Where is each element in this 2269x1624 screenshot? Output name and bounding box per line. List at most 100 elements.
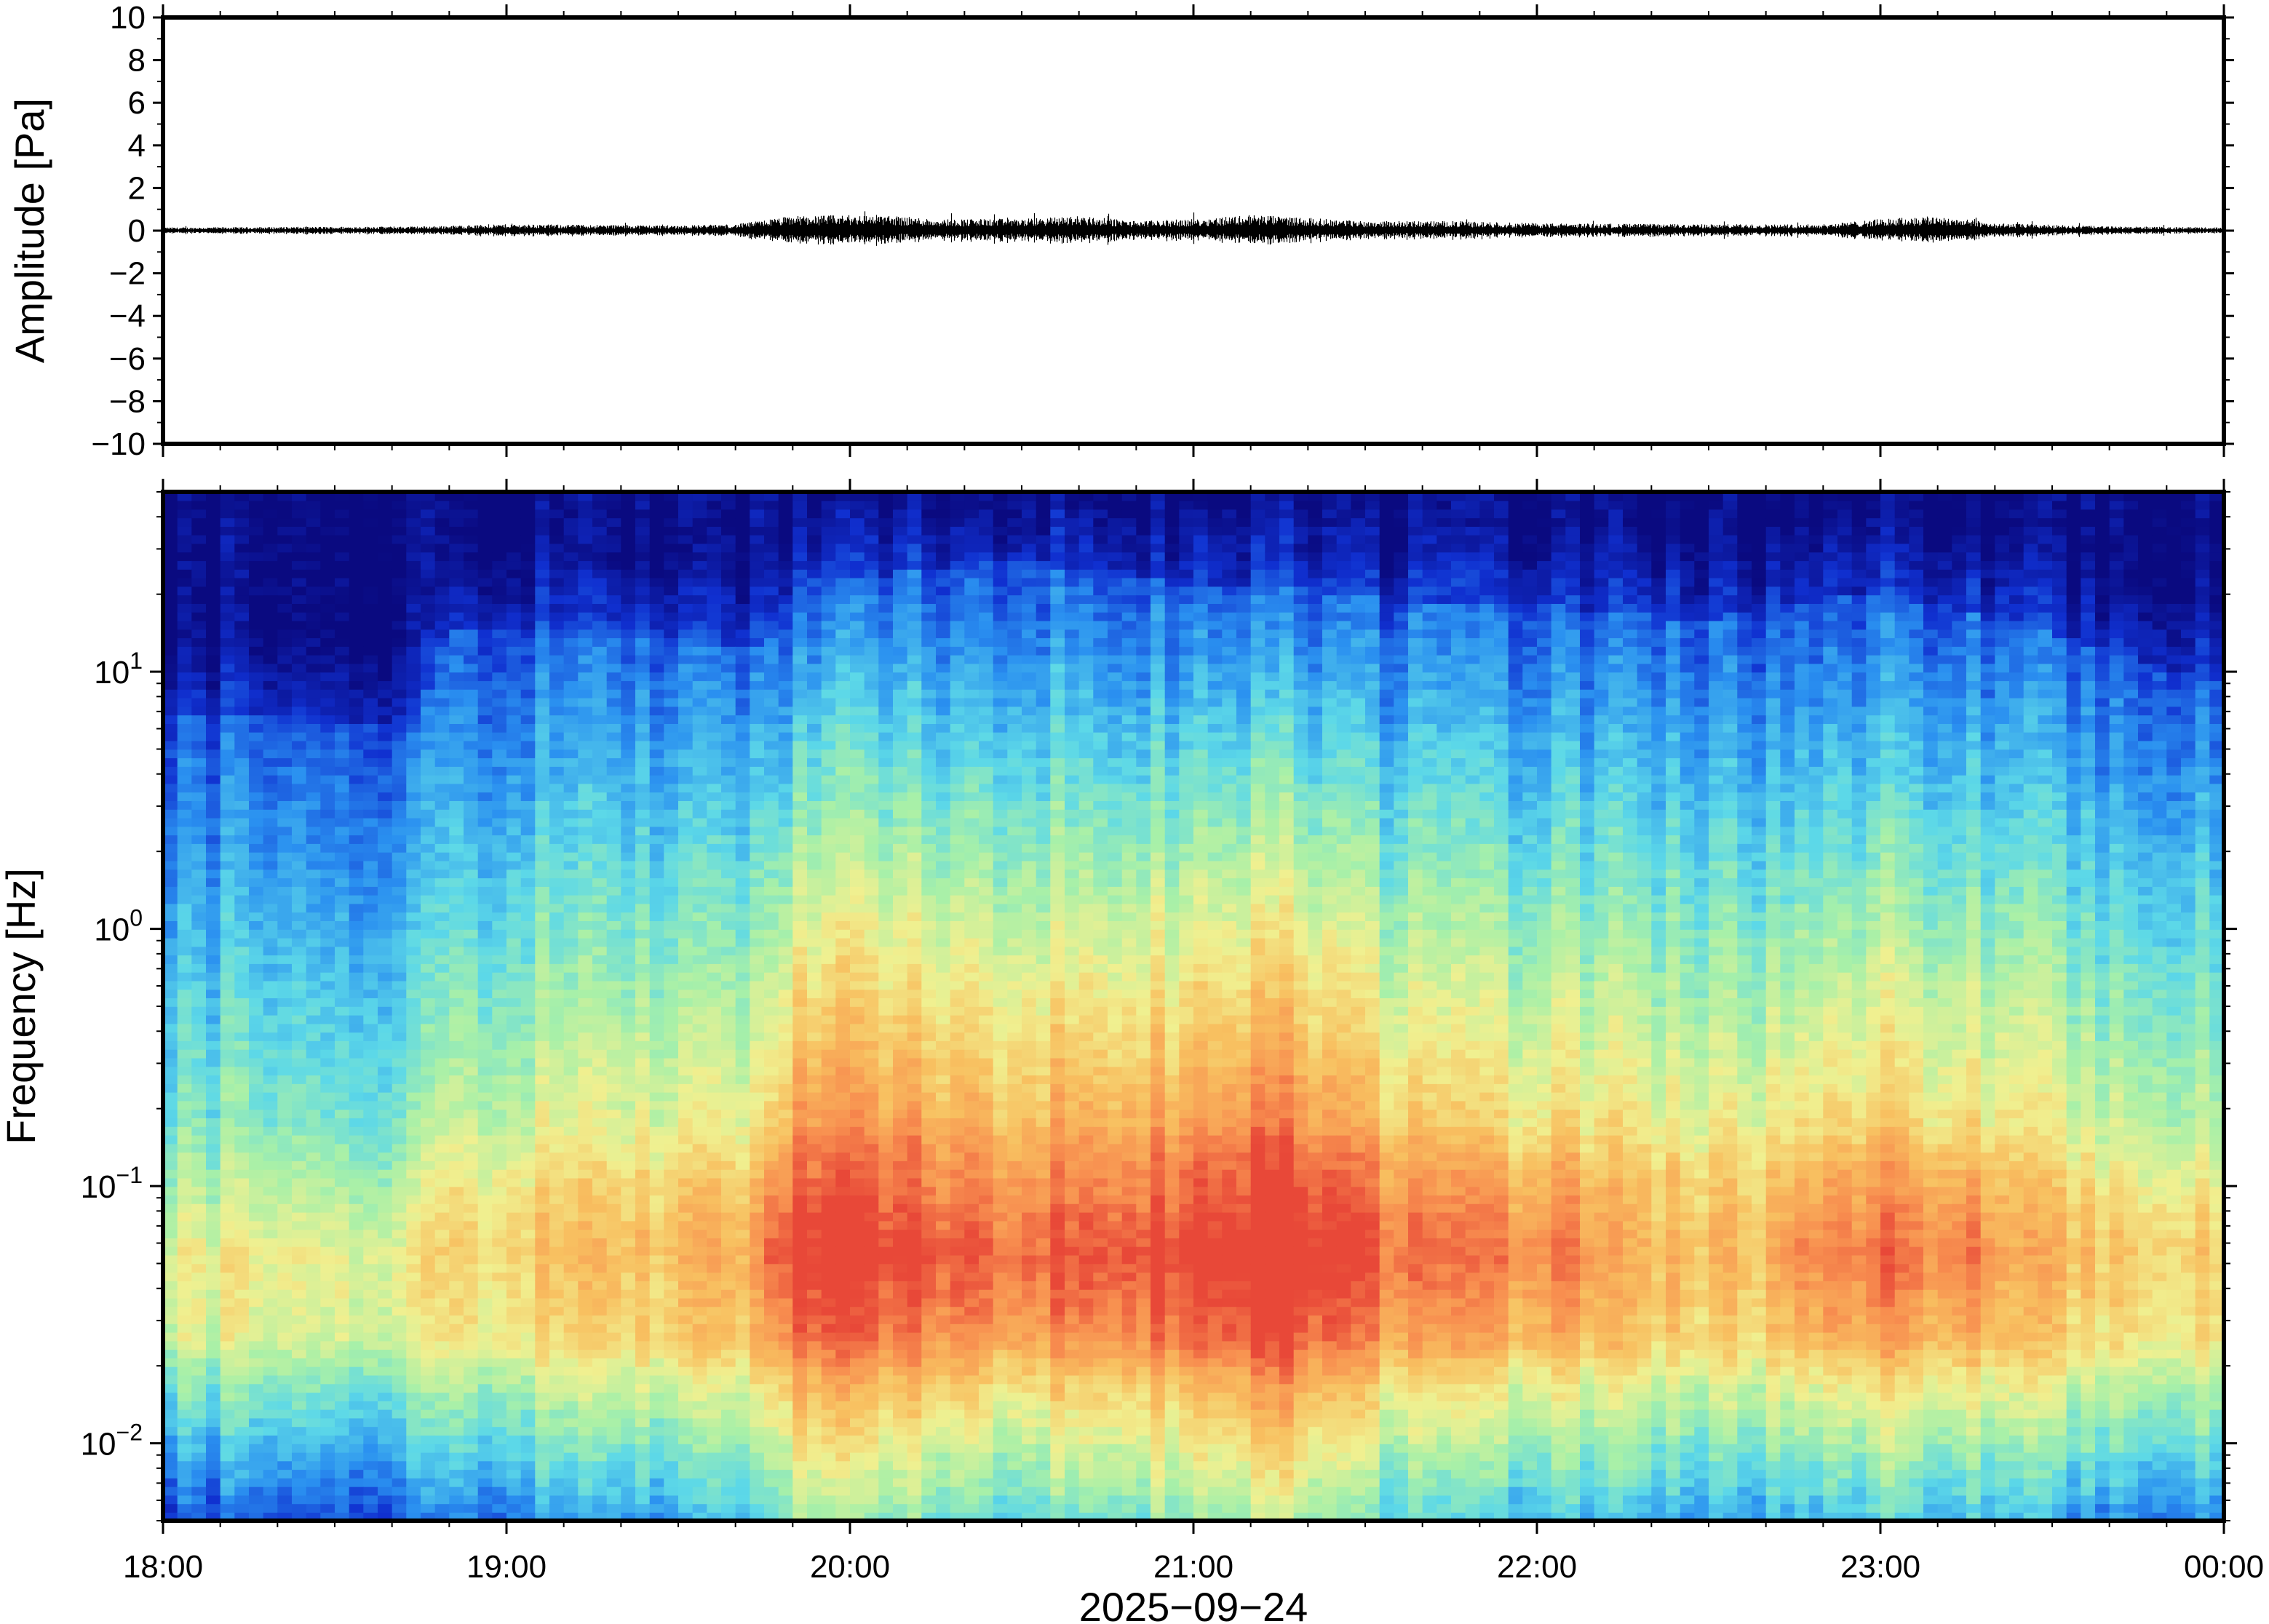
spectrogram-cell <box>320 500 335 510</box>
spectrogram-cell <box>320 1374 335 1385</box>
spectrogram-cell <box>191 989 207 998</box>
spectrogram-cell <box>249 980 264 990</box>
spectrogram-cell <box>477 723 493 733</box>
spectrogram-cell <box>678 1083 694 1093</box>
spectrogram-cell <box>635 1503 651 1513</box>
spectrogram-cell <box>520 1478 536 1487</box>
spectrogram-cell <box>177 835 193 844</box>
spectrogram-cell <box>707 929 722 939</box>
spectrogram-cell <box>434 1340 450 1350</box>
spectrogram-cell <box>621 1203 636 1213</box>
spectrogram-cell <box>477 843 493 853</box>
spectrogram-cell <box>320 1444 335 1453</box>
spectrogram-cell <box>320 1272 335 1281</box>
spectrogram-cell <box>277 1109 293 1118</box>
spectrogram-cell <box>392 980 408 990</box>
spectrogram-cell <box>492 1366 507 1376</box>
spectrogram-cell <box>320 1417 335 1428</box>
spectrogram-cell <box>492 757 507 767</box>
spectrogram-cell <box>220 577 236 587</box>
spectrogram-cell <box>735 1161 751 1170</box>
spectrogram-cell <box>477 492 493 501</box>
spectrogram-cell <box>220 757 236 767</box>
spectrogram-cell <box>392 1100 408 1110</box>
spectrogram-cell <box>206 663 221 673</box>
spectrogram-cell <box>306 912 322 921</box>
spectrogram-cell <box>177 1211 193 1222</box>
spectrogram-cell <box>449 594 464 604</box>
spectrogram-cell <box>606 877 622 887</box>
spectrogram-cell <box>191 826 207 836</box>
spectrogram-cell <box>163 1134 178 1145</box>
spectrogram-cell <box>378 809 393 819</box>
spectrogram-cell <box>163 1289 178 1299</box>
spectrogram-cell <box>692 809 708 819</box>
spectrogram-cell <box>678 552 694 562</box>
spectrogram-cell <box>206 877 221 887</box>
spectrogram-cell <box>191 1272 207 1281</box>
spectrogram-cell <box>520 577 536 587</box>
spectrogram-cell <box>621 509 636 519</box>
spectrogram-cell <box>363 851 378 861</box>
spectrogram-cell <box>234 792 250 801</box>
spectrogram-cell <box>349 894 365 904</box>
spectrogram-cell <box>163 1272 178 1281</box>
spectrogram-cell <box>692 1048 708 1059</box>
spectrogram-cell <box>506 757 522 767</box>
spectrogram-cell <box>206 629 221 639</box>
spectrogram-cell <box>492 1289 507 1299</box>
spectrogram-cell <box>664 1460 679 1470</box>
spectrogram-cell <box>263 1358 279 1367</box>
spectrogram-cell <box>220 1220 236 1230</box>
spectrogram-cell <box>535 517 550 527</box>
spectrogram-cell <box>335 1177 350 1187</box>
spectrogram-cell <box>477 1417 493 1428</box>
spectrogram-cell <box>678 792 694 801</box>
spectrogram-cell <box>277 715 293 724</box>
spectrogram-cell <box>621 672 636 682</box>
spectrogram-cell <box>520 1512 536 1521</box>
spectrogram-cell <box>606 1486 622 1496</box>
spectrogram-cell <box>535 1014 550 1024</box>
spectrogram-cell <box>506 1032 522 1041</box>
spectrogram-cell <box>406 980 421 990</box>
spectrogram-cell <box>220 586 236 596</box>
spectrogram-cell <box>349 654 365 664</box>
spectrogram-cell <box>292 877 307 887</box>
spectrogram-cell <box>320 1169 335 1179</box>
spectrogram-cell <box>434 1306 450 1315</box>
spectrogram-cell <box>335 1263 350 1273</box>
spectrogram-cell <box>277 1289 293 1299</box>
spectrogram-cell <box>249 1177 264 1187</box>
spectrogram-cell <box>263 1118 279 1127</box>
spectrogram-cell <box>449 800 464 810</box>
spectrogram-cell <box>692 998 708 1007</box>
spectrogram-cell <box>535 534 550 544</box>
spectrogram-cell <box>220 1289 236 1299</box>
spectrogram-cell <box>163 1340 178 1350</box>
spectrogram-cell <box>506 1478 522 1487</box>
spectrogram-cell <box>492 937 507 947</box>
spectrogram-cell <box>177 1023 193 1033</box>
spectrogram-cell <box>191 1324 207 1333</box>
spectrogram-cell <box>378 989 393 998</box>
spectrogram-cell <box>206 1186 221 1196</box>
spectrogram-cell <box>606 1358 622 1367</box>
spectrogram-cell <box>406 929 421 939</box>
spectrogram-cell <box>449 680 464 690</box>
spectrogram-cell <box>664 654 679 664</box>
spectrogram-cell <box>363 492 378 501</box>
spectrogram-cell <box>535 1297 550 1307</box>
spectrogram-cell <box>406 740 421 750</box>
spectrogram-cell <box>263 1426 279 1436</box>
spectrogram-cell <box>464 1100 479 1110</box>
spectrogram-cell <box>649 1161 665 1170</box>
spectrogram-cell <box>234 1161 250 1170</box>
spectrogram-cell <box>335 817 350 827</box>
spectrogram-cell <box>735 1494 751 1505</box>
spectrogram-cell <box>363 1469 378 1478</box>
spectrogram-cell <box>549 500 565 510</box>
spectrogram-cell <box>549 680 565 690</box>
spectrogram-cell <box>292 1417 307 1428</box>
